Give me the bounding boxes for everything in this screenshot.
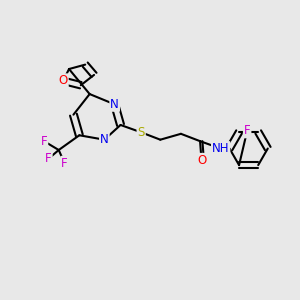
Text: N: N — [110, 98, 119, 111]
Text: F: F — [45, 152, 52, 165]
Text: F: F — [61, 157, 68, 170]
Text: NH: NH — [212, 142, 230, 155]
Text: O: O — [58, 74, 68, 87]
Text: O: O — [197, 154, 206, 167]
Text: F: F — [41, 135, 47, 148]
Text: N: N — [100, 133, 109, 146]
Text: F: F — [244, 124, 250, 137]
Text: S: S — [137, 126, 145, 139]
